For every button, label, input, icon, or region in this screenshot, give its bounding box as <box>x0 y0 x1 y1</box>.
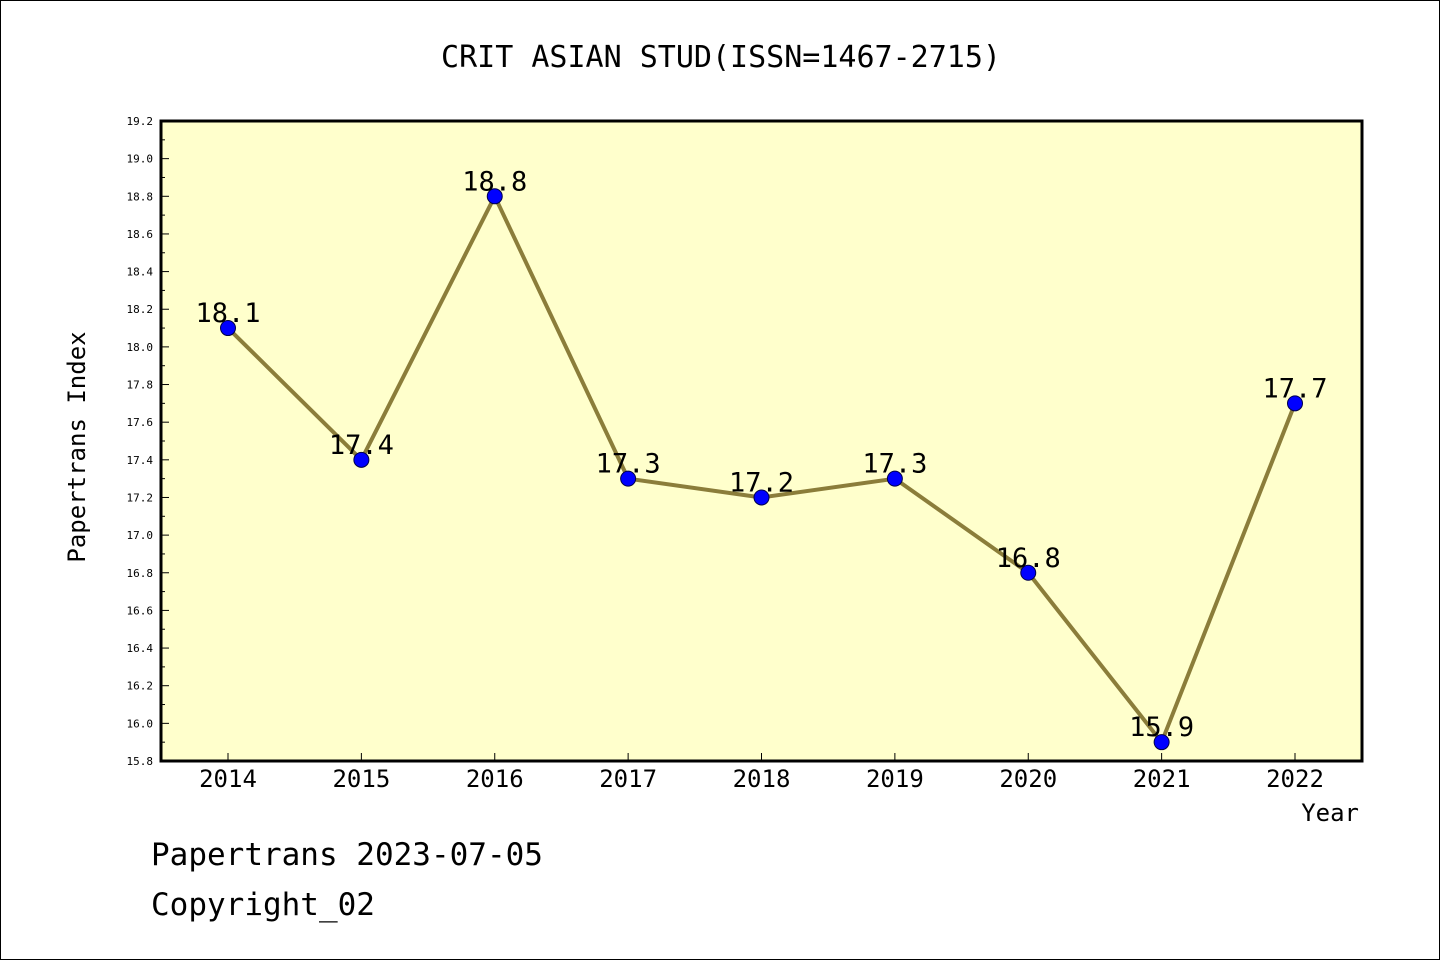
data-label: 16.8 <box>996 543 1061 574</box>
x-tick-label: 2019 <box>866 765 924 793</box>
y-tick-label: 18.4 <box>127 266 154 279</box>
y-tick-label: 17.6 <box>127 416 154 429</box>
x-tick-label: 2017 <box>599 765 657 793</box>
data-label: 18.8 <box>462 166 527 197</box>
y-tick-label: 16.2 <box>127 680 154 693</box>
x-tick-label: 2016 <box>466 765 524 793</box>
y-tick-label: 16.6 <box>127 604 154 617</box>
data-label: 17.2 <box>729 467 794 498</box>
x-tick-label: 2020 <box>999 765 1057 793</box>
data-point <box>1153 734 1170 751</box>
y-tick-label: 18.6 <box>127 228 154 241</box>
x-tick-label: 2018 <box>733 765 791 793</box>
data-point <box>486 188 503 205</box>
x-axis-label: Year <box>1301 799 1359 827</box>
y-tick-label: 17.8 <box>127 379 154 392</box>
data-point <box>886 470 903 487</box>
x-tick-label: 2021 <box>1133 765 1191 793</box>
data-point <box>220 320 236 337</box>
data-label: 17.3 <box>862 449 927 480</box>
chart-title: CRIT ASIAN STUD(ISSN=1467-2715) <box>441 40 1001 75</box>
y-tick-label: 19.0 <box>127 153 154 166</box>
data-point <box>620 470 637 487</box>
y-tick-label: 17.0 <box>127 529 154 542</box>
data-label: 17.4 <box>329 430 394 461</box>
data-label: 17.3 <box>596 449 661 480</box>
y-tick-label: 15.8 <box>127 755 154 768</box>
y-tick-label: 16.8 <box>127 567 154 580</box>
y-tick-label: 16.4 <box>127 642 154 655</box>
y-axis: 15.8 16.0 16.2 16.4 16.6 16.8 17.0 17.2 17.4 17.6… <box>127 115 169 768</box>
y-tick-label: 18.8 <box>127 190 154 203</box>
data-label: 17.7 <box>1262 373 1327 404</box>
y-axis-label: Papertrans Index <box>63 331 91 562</box>
x-tick-label: 2015 <box>332 765 390 793</box>
x-tick-label: 2014 <box>199 765 257 793</box>
data-point <box>1020 564 1037 581</box>
y-tick-label: 17.4 <box>127 454 154 467</box>
y-tick-label: 16.0 <box>127 717 154 730</box>
data-point <box>753 489 770 506</box>
y-tick-label: 19.2 <box>127 115 154 128</box>
data-point <box>353 451 370 468</box>
data-point <box>1287 395 1303 412</box>
data-labels: 18.1 17.4 18.8 17.3 17.2 17.3 16.8 15.9 17.7 <box>195 166 1327 743</box>
x-tick-label: 2022 <box>1266 765 1324 793</box>
data-label: 18.1 <box>195 298 260 329</box>
footer-date: Papertrans 2023-07-05 <box>151 837 543 873</box>
y-tick-label: 17.2 <box>127 491 154 504</box>
y-tick-label: 18.0 <box>127 341 154 354</box>
data-label: 15.9 <box>1129 712 1194 743</box>
footer-copyright: Copyright_02 <box>151 887 375 923</box>
data-points <box>220 188 1303 751</box>
x-axis: 2014 2015 2016 2017 2018 2019 2020 2021 2022 <box>199 753 1324 793</box>
plot-area <box>159 119 1364 763</box>
y-tick-label: 18.2 <box>127 303 154 316</box>
